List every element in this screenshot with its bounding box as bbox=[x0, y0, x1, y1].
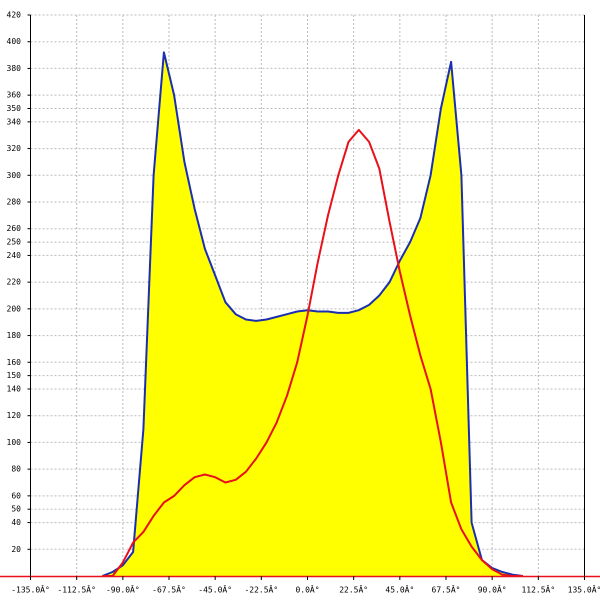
y-tick-label: 240 bbox=[7, 251, 22, 260]
x-tick-label: 135.0Â° bbox=[568, 584, 600, 595]
y-tick-label: 60 bbox=[11, 491, 21, 500]
x-tick-label: 112.5Â° bbox=[521, 584, 555, 595]
y-tick-label: 20 bbox=[11, 545, 21, 554]
y-tick-label: 220 bbox=[7, 278, 22, 287]
x-tick-label: 45.0Â° bbox=[385, 584, 414, 595]
y-tick-label: 180 bbox=[7, 331, 22, 340]
y-tick-label: 280 bbox=[7, 198, 22, 207]
area bbox=[102, 52, 523, 576]
x-tick-label: 22.5Â° bbox=[339, 584, 368, 595]
line bbox=[102, 128, 523, 577]
x-tick-label: -112.5Â° bbox=[57, 584, 96, 595]
y-tick-label: 100 bbox=[7, 438, 22, 447]
y-tick-label: 340 bbox=[7, 117, 22, 126]
y-tick-label: 40 bbox=[11, 518, 21, 527]
y-tick-label: 360 bbox=[7, 91, 22, 100]
x-tick-label: 67.5Â° bbox=[432, 584, 461, 595]
plot bbox=[101, 51, 524, 577]
y-tick-label: 50 bbox=[11, 505, 21, 514]
x-tick-label: -67.5Â° bbox=[152, 584, 186, 595]
line bbox=[101, 51, 524, 577]
y-tick-label: 140 bbox=[7, 385, 22, 394]
y-tick-label: 160 bbox=[7, 358, 22, 367]
x-tick-label: -135.0Â° bbox=[11, 584, 50, 595]
y-tick-label: 150 bbox=[7, 371, 22, 380]
x-tick-label: -22.5Â° bbox=[244, 584, 278, 595]
y-tick-label: 260 bbox=[7, 224, 22, 233]
x-tick-label: -45.0Â° bbox=[198, 584, 232, 595]
y-tick-label: 200 bbox=[7, 304, 22, 313]
x-tick-label: -90.0Â° bbox=[106, 584, 140, 595]
x-tick-label: 90.0Â° bbox=[478, 584, 507, 595]
y-tick-label: 380 bbox=[7, 64, 22, 73]
y-tick-label: 420 bbox=[7, 11, 22, 20]
y-tick-label: 320 bbox=[7, 144, 22, 153]
y-tick-label: 80 bbox=[11, 465, 21, 474]
y-tick-label: 120 bbox=[7, 411, 22, 420]
y-tick-label: 350 bbox=[7, 104, 22, 113]
y-tick-label: 250 bbox=[7, 238, 22, 247]
labels: 20 40 50 60 80 100 120 140 150 160 180 200 220 240 250… bbox=[7, 11, 600, 595]
y-tick-label: 400 bbox=[7, 37, 22, 46]
x-tick-label: 0.0Â° bbox=[295, 584, 319, 595]
y-tick-label: 300 bbox=[7, 171, 22, 180]
